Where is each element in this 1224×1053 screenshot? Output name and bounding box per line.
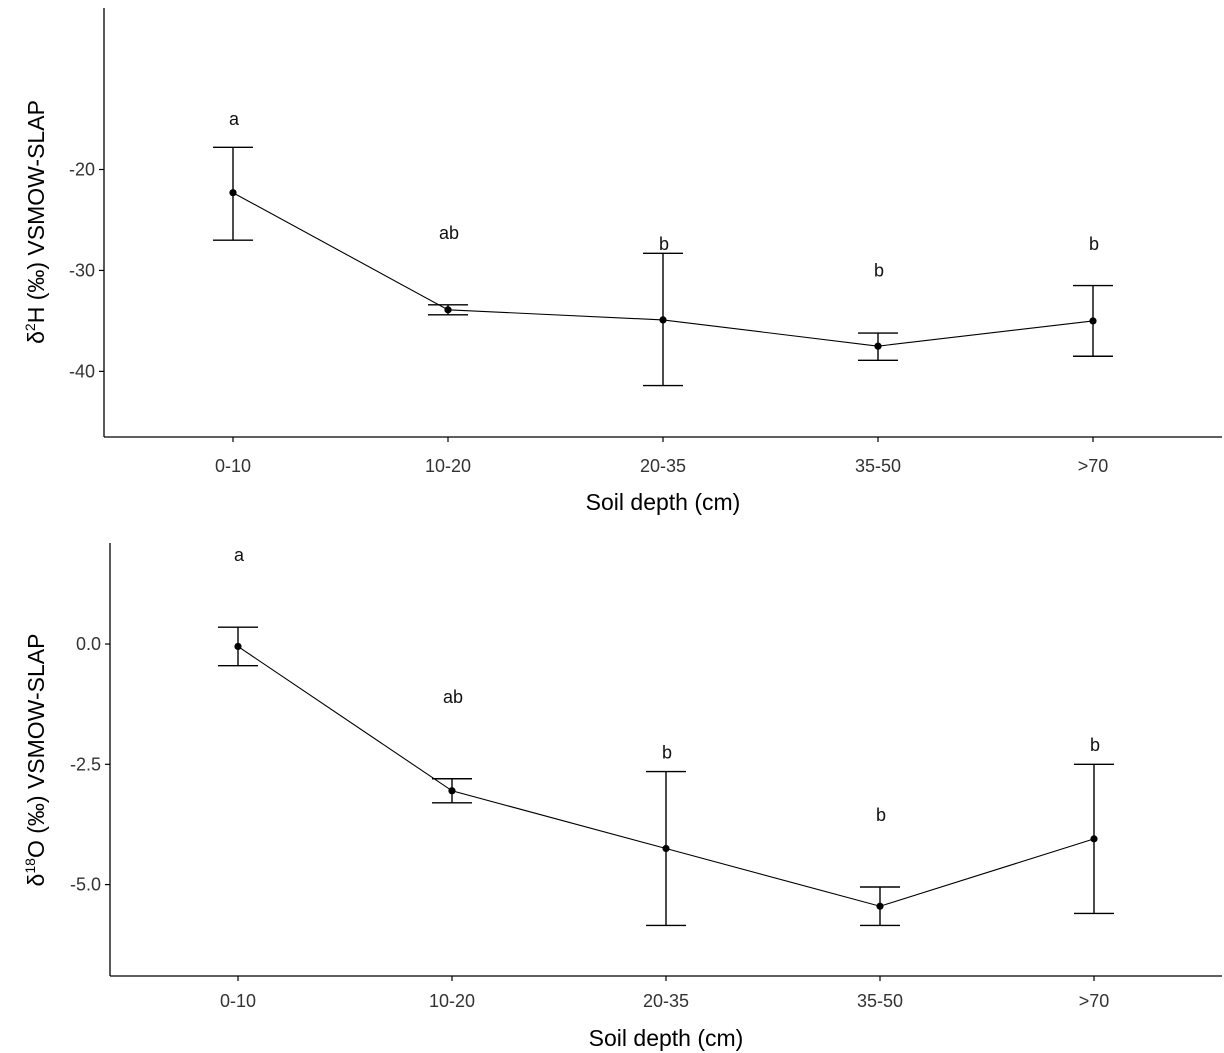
y-tick-label: -20 bbox=[69, 160, 95, 180]
y-tick-label: 0.0 bbox=[76, 634, 101, 654]
y-tick-label: -30 bbox=[69, 260, 95, 280]
significance-letter: a bbox=[229, 109, 240, 129]
y-tick-label: -40 bbox=[69, 361, 95, 381]
panel-hydrogen: -20-30-40 0-10 10-20 20-35 35-50 >70 aabbbb … bbox=[22, 8, 1222, 515]
series bbox=[218, 626, 1114, 927]
x-tick-label: >70 bbox=[1078, 456, 1109, 476]
data-point bbox=[874, 342, 882, 350]
x-tick-label: 0-10 bbox=[215, 456, 251, 476]
data-point bbox=[659, 316, 667, 324]
data-point bbox=[662, 844, 670, 853]
significance-letter: b bbox=[876, 805, 886, 825]
significance-letter: ab bbox=[439, 223, 459, 243]
y-axis-title: δ18O (‰) VSMOW-SLAP bbox=[22, 634, 49, 887]
data-point bbox=[876, 902, 884, 910]
significance-letter: b bbox=[659, 234, 669, 254]
x-axis-title: Soil depth (cm) bbox=[589, 1025, 744, 1051]
x-tick-label: 10-20 bbox=[425, 456, 471, 476]
y-ticks: -20 -30 -40 bbox=[69, 160, 104, 381]
x-tick-label: 20-35 bbox=[640, 456, 686, 476]
data-point bbox=[444, 306, 452, 314]
data-point bbox=[234, 642, 242, 651]
x-tick-label: 35-50 bbox=[855, 456, 901, 476]
significance-letter: b bbox=[1090, 735, 1100, 755]
significance-labels: a ab b b b bbox=[229, 109, 1099, 280]
data-point bbox=[1090, 835, 1098, 843]
x-tick-label: 10-20 bbox=[429, 991, 475, 1011]
significance-letter: b bbox=[662, 742, 672, 762]
y-tick-label: -5.0 bbox=[70, 875, 101, 895]
x-axis-title: Soil depth (cm) bbox=[586, 489, 741, 515]
significance-labels: a ab b b b bbox=[234, 545, 1100, 825]
x-tick-label: 0-10 bbox=[220, 991, 256, 1011]
x-tick-label: 20-35 bbox=[643, 991, 689, 1011]
y-ticks: 0.0 -2.5 -5.0 bbox=[70, 634, 110, 895]
data-point bbox=[1089, 317, 1097, 325]
x-ticks: 0-10 10-20 20-35 35-50 >70 bbox=[215, 437, 1108, 476]
y-tick-label: -2.5 bbox=[70, 754, 101, 774]
significance-letter: a bbox=[234, 545, 245, 565]
significance-letter: b bbox=[874, 260, 884, 280]
x-tick-label: >70 bbox=[1079, 991, 1110, 1011]
y-axis-title: δ2H (‰) VSMOW-SLAP bbox=[22, 100, 49, 344]
significance-letter: b bbox=[1089, 234, 1099, 254]
series bbox=[213, 146, 1113, 387]
x-tick-label: 35-50 bbox=[857, 991, 903, 1011]
significance-letter: ab bbox=[443, 687, 463, 707]
panel-oxygen: 0.0 -2.5 -5.0 0-10 10-20 20-35 35-50 >70 a ab b b… bbox=[22, 543, 1222, 1051]
data-point bbox=[448, 787, 456, 795]
x-ticks: 0-10 10-20 20-35 35-50 >70 bbox=[220, 976, 1109, 1011]
data-point bbox=[229, 189, 237, 197]
